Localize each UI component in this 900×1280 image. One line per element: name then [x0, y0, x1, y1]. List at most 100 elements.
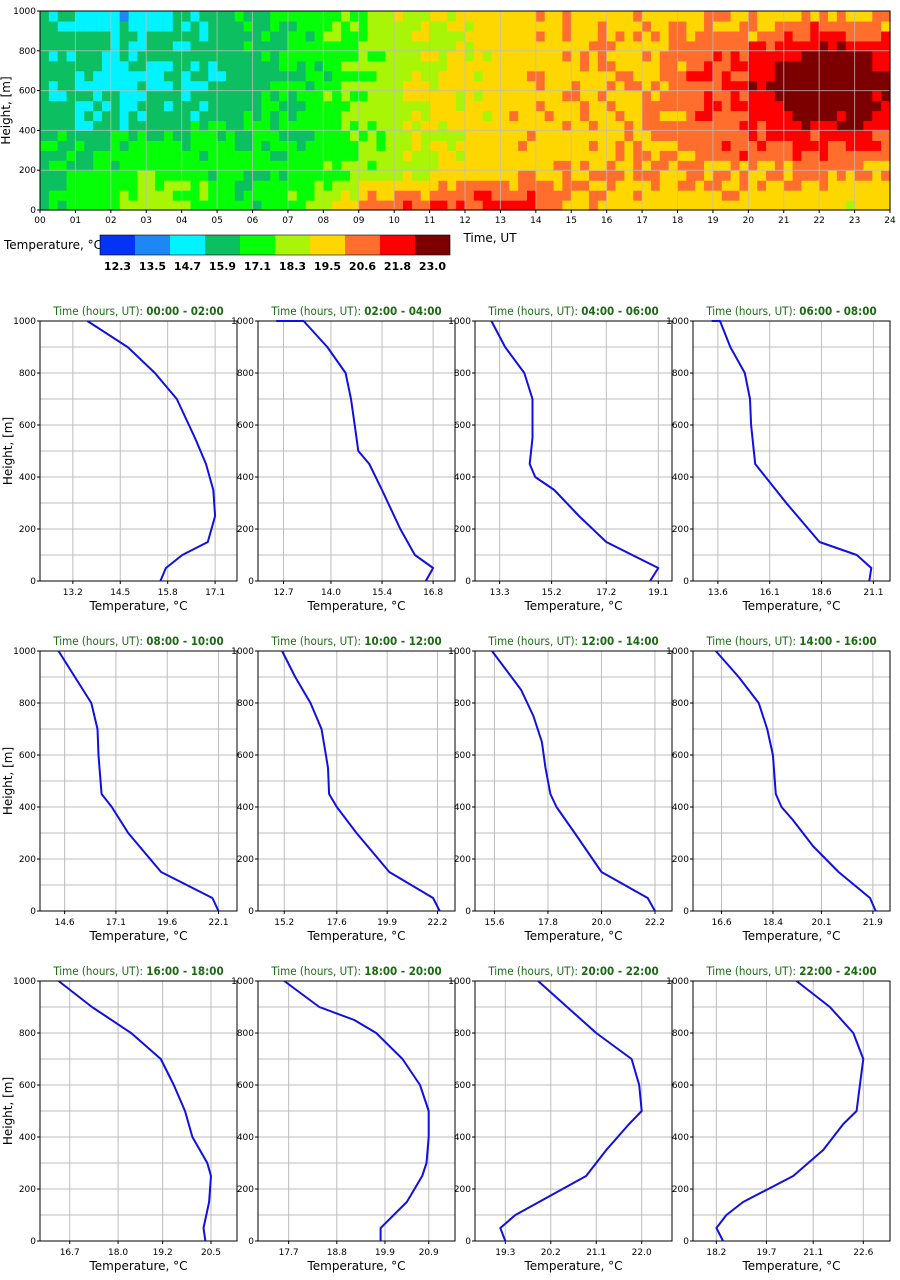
heatmap-cell — [677, 200, 687, 211]
heatmap-cell — [712, 150, 723, 161]
heatmap-cell — [287, 160, 298, 171]
heatmap-cell — [225, 70, 236, 82]
heatmap-cell — [677, 190, 687, 201]
colorbar-swatch — [100, 235, 135, 255]
heatmap-cell — [332, 170, 342, 181]
heatmap-cell — [535, 110, 546, 122]
heatmap-cell — [146, 150, 156, 161]
heatmap-cell — [473, 60, 484, 72]
heatmap-cell — [757, 190, 767, 201]
heatmap-cell — [792, 120, 803, 131]
heatmap-cell — [429, 180, 440, 191]
heatmap-cell — [341, 140, 351, 151]
heatmap-cell — [810, 170, 820, 181]
heatmap-cell — [730, 130, 741, 141]
heatmap-cell — [403, 200, 413, 211]
heatmap-cell — [270, 190, 280, 201]
profile-title-prefix: Time (hours, UT): — [270, 634, 364, 648]
heatmap-cell — [279, 180, 289, 191]
heatmap-cell — [101, 180, 112, 191]
heatmap-cell — [473, 100, 484, 112]
heatmap-cell — [633, 60, 643, 72]
heatmap-cell — [101, 150, 112, 161]
colorbar-label: 12.3 — [104, 260, 131, 273]
heatmap-cell — [633, 130, 643, 141]
heatmap-cell — [766, 180, 776, 191]
heatmap-cell — [296, 200, 307, 211]
heatmap-cell — [730, 120, 741, 131]
heatmap-cell — [57, 170, 68, 181]
heatmap-cell — [119, 110, 130, 122]
heatmap-cell — [509, 90, 519, 102]
heatmap-cell — [491, 60, 502, 72]
profile-x-tick-label: 21.1 — [863, 588, 883, 598]
heatmap-cell — [181, 160, 192, 171]
heatmap-cell — [403, 90, 413, 102]
heatmap-cell — [465, 190, 475, 201]
heatmap-cell — [677, 170, 687, 181]
heatmap-cell — [394, 130, 404, 141]
heatmap-cell — [261, 90, 271, 102]
heatmap-cell — [704, 160, 714, 171]
profile-x-tick-label: 18.6 — [812, 588, 832, 598]
heatmap-cell — [571, 110, 581, 122]
heatmap-cell — [225, 60, 236, 72]
heatmap-cell — [748, 70, 758, 82]
heatmap-cell — [783, 40, 794, 52]
heatmap-cell — [217, 150, 227, 161]
heatmap-cell — [624, 150, 634, 161]
heatmap-cell — [225, 30, 236, 42]
heatmap-cell — [287, 110, 298, 122]
heatmap-cell — [190, 200, 200, 211]
heatmap-cell — [323, 200, 333, 211]
colorbar-swatch — [205, 235, 240, 255]
heatmap-cell — [234, 70, 245, 82]
heatmap-cell — [252, 190, 262, 201]
heatmap-cell — [730, 70, 741, 82]
heatmap-cell — [48, 11, 59, 22]
heatmap-cell — [217, 70, 227, 82]
heatmap-cell — [57, 80, 68, 92]
heatmap-cell — [650, 70, 661, 82]
heatmap-cell — [509, 80, 519, 92]
heatmap-cell — [163, 100, 174, 112]
heatmap-cell — [252, 120, 262, 131]
heatmap-cell — [500, 11, 510, 22]
heatmap-cell — [588, 40, 599, 52]
heatmap-cell — [588, 100, 599, 112]
heatmap-cell — [792, 190, 803, 201]
heatmap-cell — [146, 20, 156, 32]
profile-y-tick-label: 200 — [19, 1185, 36, 1195]
heatmap-cell — [535, 90, 546, 102]
profile-x-tick-label: 18.8 — [327, 1248, 347, 1258]
heatmap-cell — [332, 20, 342, 32]
heatmap-cell — [553, 170, 563, 181]
heatmap-cell — [376, 200, 386, 211]
heatmap-cell — [695, 40, 705, 52]
heatmap-cell — [562, 140, 572, 151]
heatmap-cell — [659, 120, 670, 131]
heatmap-cell — [491, 130, 502, 141]
heatmap-cell — [677, 20, 687, 32]
heatmap-cell — [93, 100, 103, 112]
heatmap-cell — [863, 140, 873, 151]
heatmap-cell — [128, 100, 138, 112]
heatmap-cell — [403, 190, 413, 201]
heatmap-cell — [792, 170, 803, 181]
heatmap-cell — [828, 11, 838, 22]
heatmap-cell — [429, 110, 440, 122]
heatmap-cell — [757, 200, 767, 211]
heatmap-cell — [677, 11, 687, 22]
heatmap-cell — [828, 110, 838, 122]
heatmap-cell — [739, 120, 749, 131]
profile-y-tick-label: 800 — [19, 1029, 36, 1039]
heatmap-cell — [367, 11, 378, 22]
heatmap-cell — [810, 120, 820, 131]
heatmap-cell — [642, 20, 652, 32]
heatmap-cell — [385, 160, 395, 171]
heatmap-cell — [562, 90, 572, 102]
heatmap-cell — [217, 190, 227, 201]
heatmap-cell — [40, 180, 50, 191]
heatmap-cell — [766, 110, 776, 122]
heatmap-cell — [650, 120, 661, 131]
